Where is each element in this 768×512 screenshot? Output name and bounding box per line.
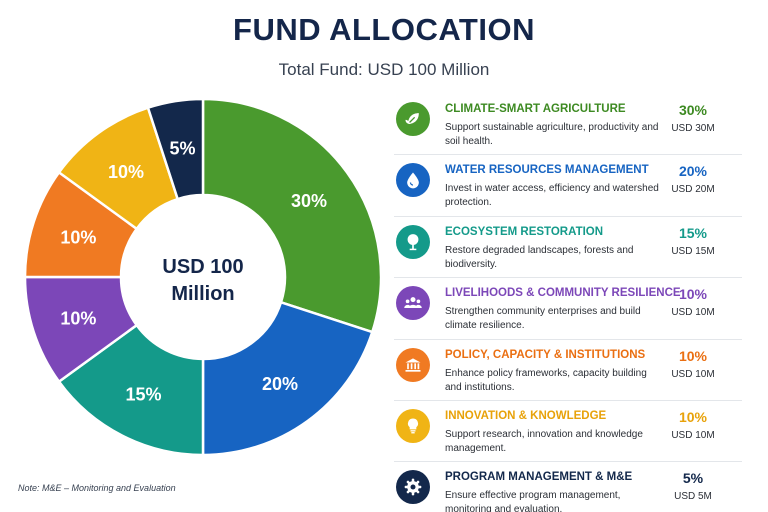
legend-title: LIVELIHOODS & COMMUNITY RESILIENCE — [445, 287, 681, 300]
legend-percentage: 20% — [678, 163, 708, 180]
slice-label-1: 30% — [291, 191, 327, 211]
gear-icon — [396, 470, 430, 505]
legend-amount: USD 20M — [671, 184, 715, 196]
legend-title: PROGRAM MANAGEMENT & M&E — [445, 471, 633, 484]
legend-percentage: 15% — [678, 224, 708, 241]
legend-title: INNOVATION & KNOWLEDGE — [445, 409, 607, 422]
legend-description: Invest in water access, efficiency and w… — [445, 183, 659, 209]
lightbulb-icon — [396, 408, 430, 443]
institution-icon — [396, 347, 430, 382]
legend-row: PROGRAM MANAGEMENT & M&E Ensure effective… — [394, 462, 742, 512]
legend-row: ECOSYSTEM RESTORATION Restore degraded la… — [394, 217, 742, 279]
legend-percentage: 10% — [678, 347, 708, 364]
legend-amount: USD 10M — [671, 307, 715, 319]
tree-icon — [396, 224, 430, 259]
donut-slice-2 — [201, 300, 374, 457]
water-drop-icon — [396, 163, 430, 198]
legend-description: Restore degraded landscapes, forests and… — [445, 244, 634, 270]
legend-amount: USD 10M — [671, 429, 715, 441]
chart-subtitle: Total Fund: USD 100 Million — [278, 60, 490, 79]
legend-row: WATER RESOURCES MANAGEMENT Invest in wate… — [394, 155, 742, 217]
donut-slice-7 — [146, 97, 205, 201]
legend-row: INNOVATION & KNOWLEDGE Support research, … — [394, 401, 742, 463]
donut-hole — [122, 196, 284, 358]
community-icon — [396, 286, 430, 321]
legend-amount: USD 30M — [671, 123, 715, 134]
slice-label-7: 5% — [169, 139, 195, 159]
legend: CLIMATE-SMART AGRICULTURE Support sustain… — [394, 94, 742, 512]
center-label-line-1: USD 100 — [162, 256, 243, 278]
legend-description: Enhance policy frameworks, capacity buil… — [445, 367, 647, 393]
legend-percentage: 10% — [678, 408, 708, 425]
footnote: Note: M&E – Monitoring and Evaluation — [18, 483, 176, 493]
slice-label-5: 10% — [60, 228, 96, 248]
legend-title: WATER RESOURCES MANAGEMENT — [445, 164, 649, 177]
legend-row: POLICY, CAPACITY & INSTITUTIONS Enhance p… — [394, 340, 742, 401]
legend-description: Support research, innovation and knowled… — [445, 428, 643, 454]
legend-description: Strengthen community enterprises and bui… — [445, 306, 641, 332]
donut-slice-1 — [201, 97, 383, 334]
legend-row: CLIMATE-SMART AGRICULTURE Support sustain… — [394, 94, 742, 156]
legend-title: POLICY, CAPACITY & INSTITUTIONS — [445, 348, 646, 361]
chart-title: FUND ALLOCATION — [233, 12, 535, 47]
slice-label-3: 15% — [126, 385, 162, 405]
legend-percentage: 30% — [678, 102, 708, 118]
legend-percentage: 10% — [678, 286, 708, 303]
legend-amount: USD 5M — [674, 491, 712, 503]
legend-row: LIVELIHOODS & COMMUNITY RESILIENCE Streng… — [394, 278, 742, 340]
legend-amount: USD 15M — [671, 245, 715, 257]
legend-amount: USD 10M — [671, 368, 715, 380]
slice-label-4: 10% — [60, 308, 96, 328]
legend-title: CLIMATE-SMART AGRICULTURE — [445, 103, 626, 115]
donut-chart: 30% 20% 15% 10% 10% 10% 5% USD 100 Million — [23, 97, 383, 457]
donut-slice-3 — [57, 323, 205, 457]
slice-label-6: 10% — [108, 162, 144, 182]
center-label-line-2: Million — [171, 283, 234, 305]
slice-label-2: 20% — [262, 374, 298, 394]
legend-percentage: 5% — [682, 470, 704, 487]
legend-description: Ensure effective program management, mon… — [445, 490, 621, 512]
legend-title: ECOSYSTEM RESTORATION — [445, 225, 604, 238]
legend-description: Support sustainable agriculture, product… — [445, 122, 659, 147]
leaf-icon — [396, 102, 430, 136]
